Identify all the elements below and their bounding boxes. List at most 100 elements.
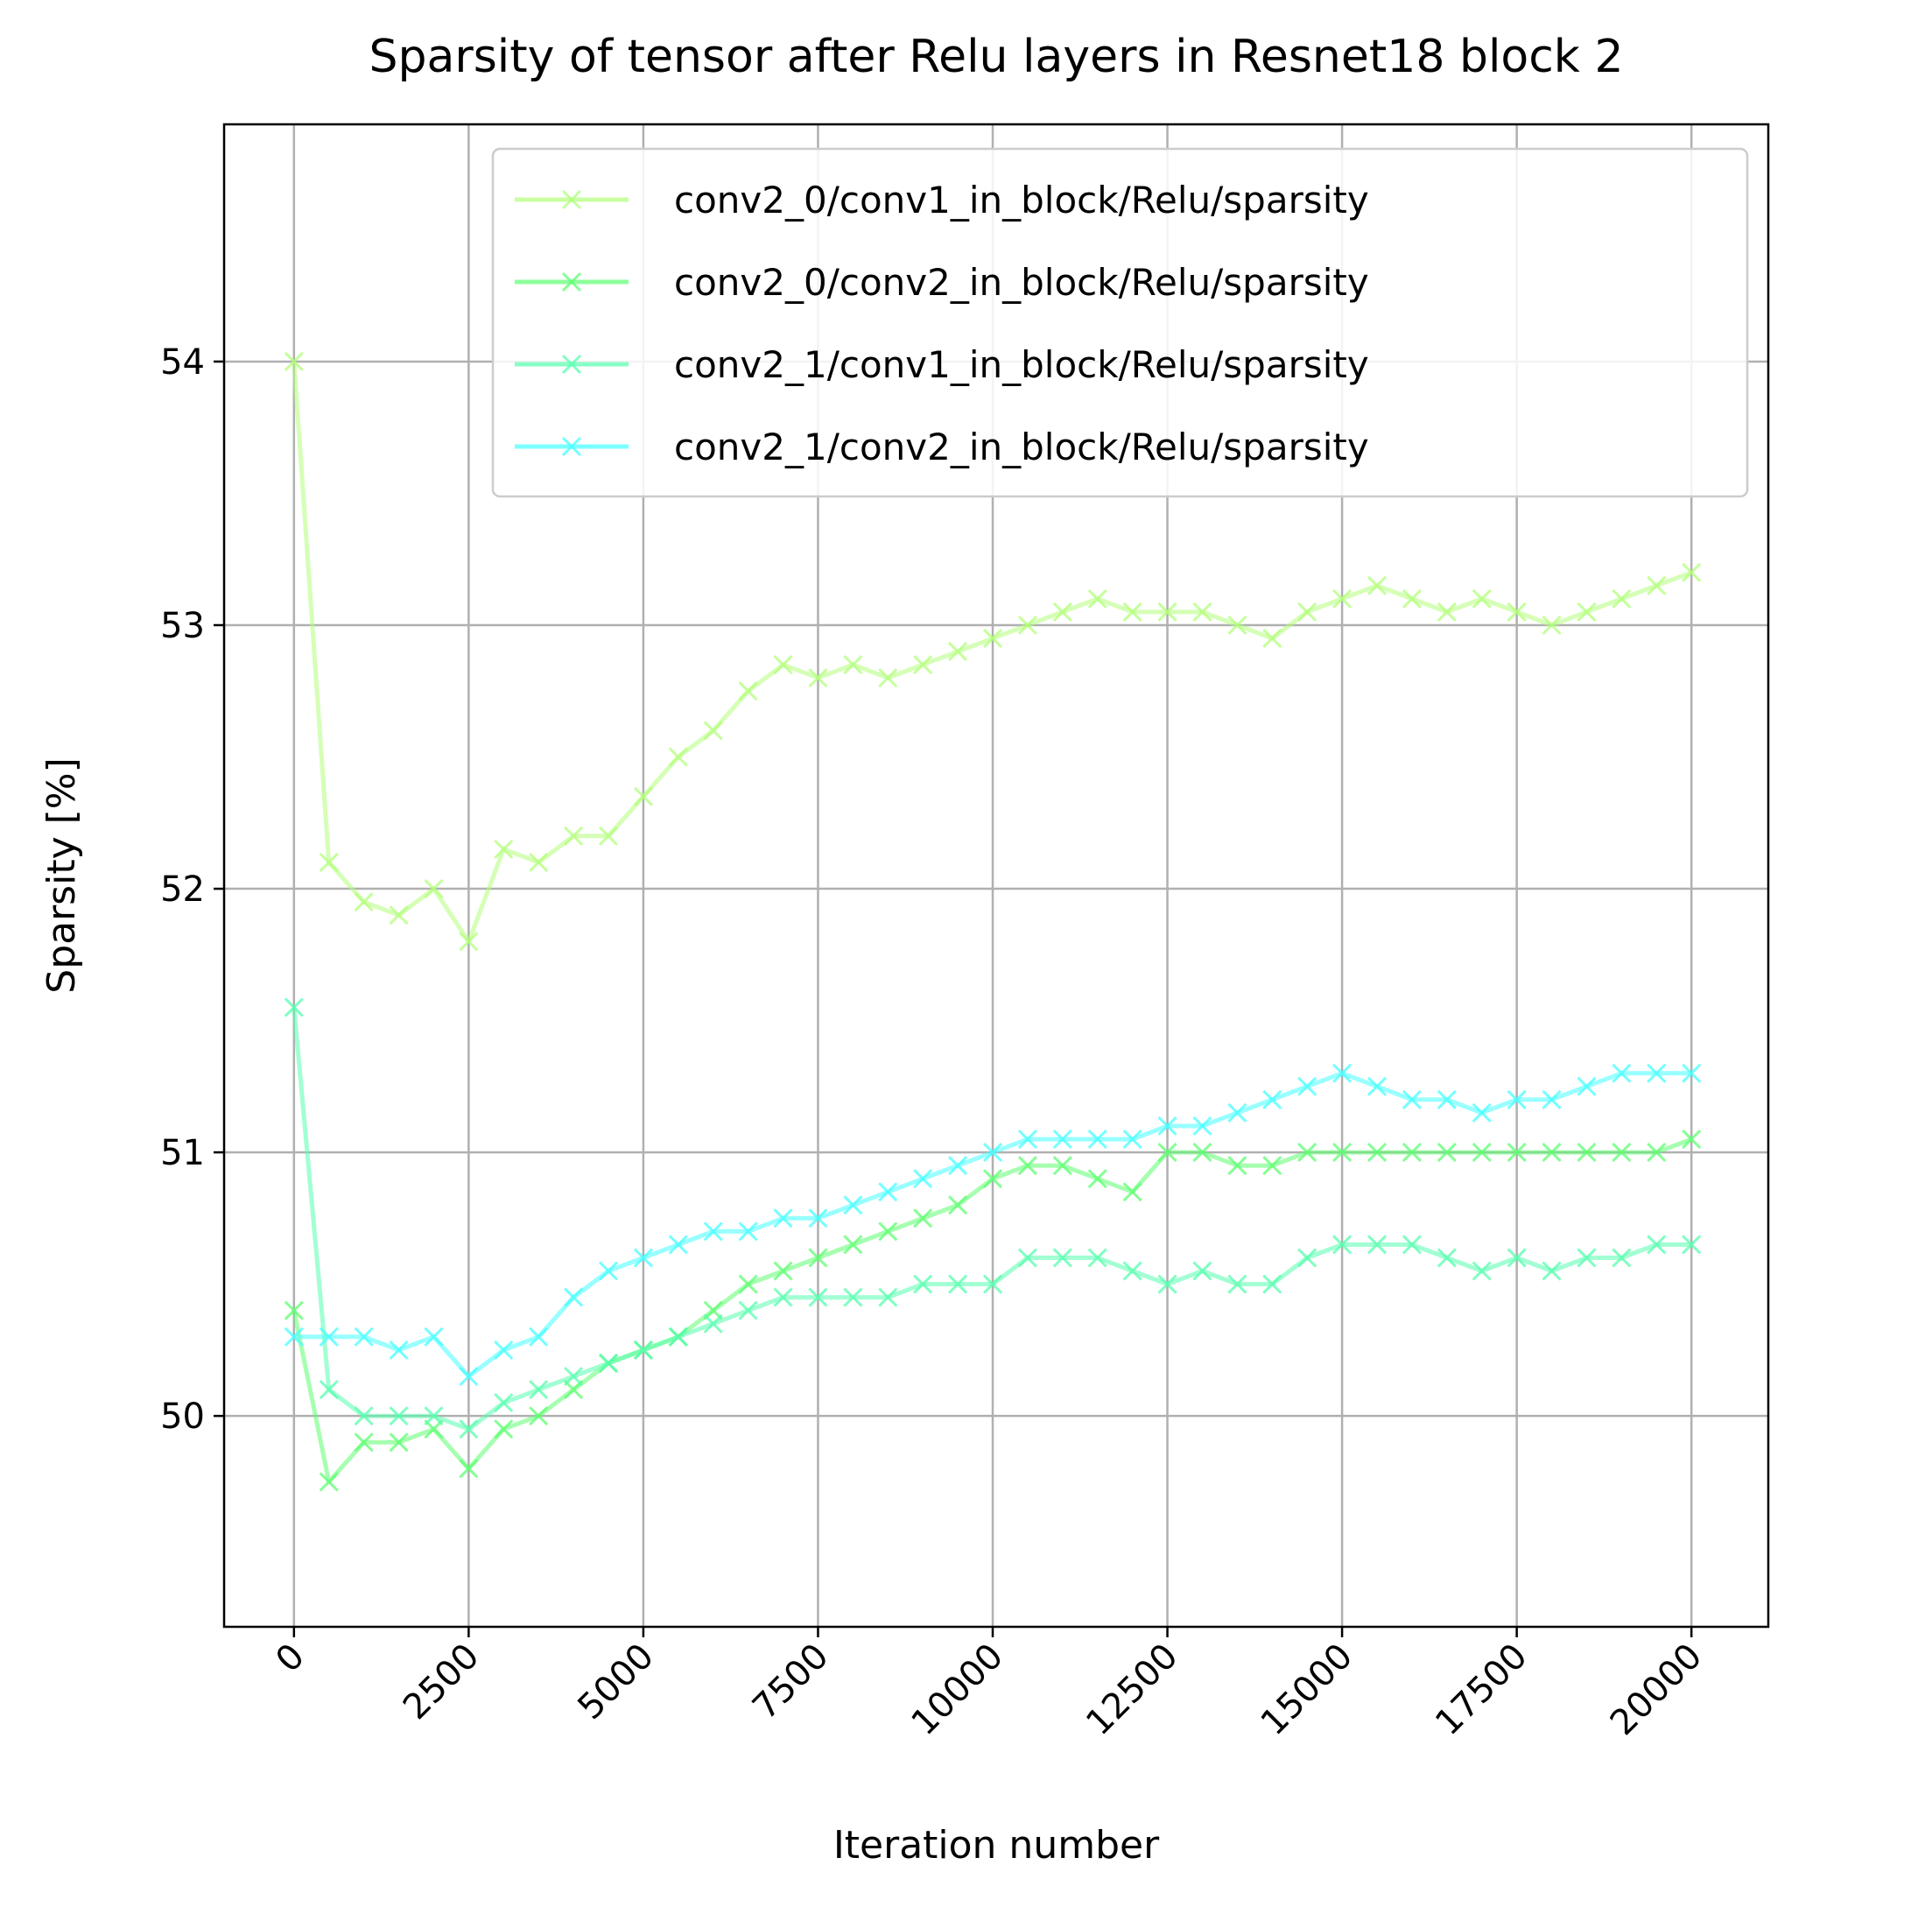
- data-point: [878, 1287, 898, 1307]
- data-point: [633, 786, 653, 806]
- data-point: [1507, 1248, 1527, 1268]
- y-tick-label: 53: [160, 606, 205, 646]
- data-point: [319, 1472, 339, 1492]
- data-point: [738, 1274, 758, 1294]
- data-point: [564, 1366, 584, 1387]
- data-point: [424, 1326, 444, 1347]
- data-point: [1087, 588, 1107, 609]
- data-point: [1192, 1143, 1212, 1163]
- data-point: [1192, 1261, 1212, 1281]
- y-tick-label: 54: [160, 342, 205, 383]
- data-point: [319, 852, 339, 873]
- data-point: [738, 1221, 758, 1242]
- y-tick-label: 52: [160, 869, 205, 910]
- data-point: [284, 351, 304, 372]
- data-point: [1647, 1235, 1667, 1255]
- data-point: [494, 1340, 514, 1360]
- legend-label: conv2_0/conv2_in_block/Relu/sparsity: [674, 261, 1369, 304]
- data-point: [1052, 602, 1072, 623]
- data-point: [913, 655, 933, 675]
- data-point: [284, 1326, 304, 1347]
- data-point: [1227, 1274, 1247, 1294]
- data-point: [1507, 1143, 1527, 1163]
- y-tick-label: 50: [160, 1397, 205, 1437]
- series-group: [284, 351, 1702, 952]
- data-point: [1647, 1143, 1667, 1163]
- data-point: [1402, 1143, 1422, 1163]
- data-point: [1122, 1261, 1142, 1281]
- data-point: [1437, 1248, 1457, 1268]
- data-point: [389, 1340, 409, 1360]
- chart-title: Sparsity of tensor after Relu layers in …: [369, 31, 1623, 83]
- data-point: [808, 668, 828, 688]
- data-point: [913, 1208, 933, 1228]
- data-point: [459, 932, 479, 952]
- data-point: [878, 668, 898, 688]
- data-point: [459, 1366, 479, 1387]
- data-point: [494, 1419, 514, 1439]
- data-point: [1437, 602, 1457, 623]
- data-point: [561, 271, 582, 292]
- data-point: [982, 628, 1003, 649]
- data-point: [668, 1326, 688, 1347]
- data-point: [1017, 1248, 1037, 1268]
- data-point: [1332, 1235, 1352, 1255]
- data-point: [1017, 615, 1037, 636]
- data-point: [668, 747, 688, 767]
- data-point: [1157, 1115, 1177, 1136]
- data-point: [1017, 1156, 1037, 1176]
- data-point: [1542, 1143, 1562, 1163]
- data-point: [1577, 602, 1597, 623]
- data-point: [1052, 1248, 1072, 1268]
- data-point: [1017, 1129, 1037, 1150]
- data-point: [843, 1235, 863, 1255]
- data-point: [1437, 1089, 1457, 1109]
- data-point: [1612, 1063, 1632, 1083]
- data-point: [843, 1287, 863, 1307]
- data-point: [1366, 1235, 1388, 1255]
- data-point: [843, 1195, 863, 1215]
- data-point: [1647, 575, 1667, 595]
- data-point: [1157, 1274, 1177, 1294]
- data-point: [1472, 588, 1492, 609]
- data-point: [773, 1287, 793, 1307]
- data-point: [598, 826, 619, 846]
- y-tick-label: 51: [160, 1133, 205, 1173]
- y-axis-label: Sparsity [%]: [39, 757, 84, 993]
- data-point: [354, 1406, 374, 1426]
- data-point: [1297, 1143, 1317, 1163]
- data-point: [494, 839, 514, 859]
- data-point: [1612, 588, 1632, 609]
- data-point: [319, 1379, 339, 1400]
- data-point: [982, 1274, 1003, 1294]
- data-point: [389, 1432, 409, 1453]
- data-point: [703, 1313, 723, 1333]
- data-point: [354, 892, 374, 912]
- data-point: [1052, 1129, 1072, 1150]
- data-point: [1262, 1274, 1282, 1294]
- data-point: [948, 1274, 968, 1294]
- data-point: [1227, 615, 1247, 636]
- data-point: [1682, 1129, 1702, 1150]
- data-point: [808, 1208, 828, 1228]
- data-point: [1122, 602, 1142, 623]
- data-point: [1647, 1063, 1667, 1083]
- data-point: [1227, 1156, 1247, 1176]
- data-point: [1402, 1089, 1422, 1109]
- data-point: [633, 1340, 653, 1360]
- data-point: [354, 1326, 374, 1347]
- data-point: [1297, 1248, 1317, 1268]
- data-point: [1682, 1063, 1702, 1083]
- data-point: [389, 1406, 409, 1426]
- data-point: [1437, 1143, 1457, 1163]
- legend: conv2_0/conv1_in_block/Relu/sparsityconv…: [491, 147, 1749, 498]
- data-point: [389, 905, 409, 925]
- data-point: [598, 1353, 619, 1374]
- data-point: [529, 1406, 549, 1426]
- data-point: [529, 852, 549, 873]
- data-point: [1122, 1129, 1142, 1150]
- data-point: [1157, 602, 1177, 623]
- data-point: [564, 1287, 584, 1307]
- data-point: [1366, 1143, 1388, 1163]
- data-point: [738, 1300, 758, 1320]
